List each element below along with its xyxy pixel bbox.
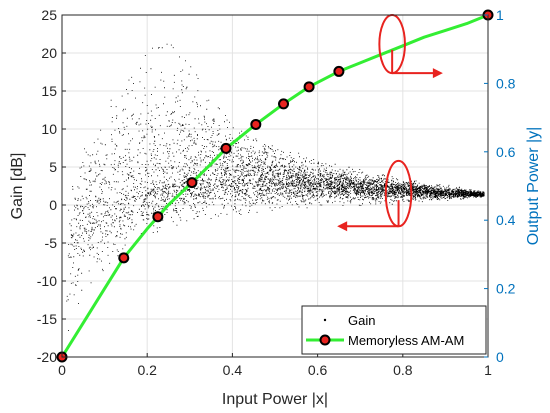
x-tick-label: 0 [58,362,66,378]
y-right-axis-ticks: 0 0.2 0.4 0.6 0.8 1 [484,7,516,365]
y-right-tick-label: 0.2 [496,281,516,297]
gain-scatter [66,43,485,331]
annotation-arrow-head [337,221,348,232]
am-am-marker [186,177,198,189]
am-am-marker [152,211,164,223]
legend-am-am-label: Memoryless AM-AM [348,333,464,348]
am-am-line [60,13,489,358]
x-axis-title: Input Power |x| [222,391,328,408]
y-left-tick-label: 15 [41,83,57,99]
y-left-axis-title: Gain [dB] [9,153,26,220]
annotation-arrow-head [432,68,443,79]
y-left-tick-label: -20 [37,349,57,365]
annotations [337,14,443,232]
x-tick-label: 0.2 [137,362,157,378]
am-am-marker [118,252,130,264]
y-left-tick-label: 0 [49,197,57,213]
y-left-tick-label: -15 [37,311,57,327]
y-right-tick-label: 1 [496,7,504,23]
x-tick-label: 1 [484,362,492,378]
y-right-tick-label: 0.8 [496,75,516,91]
y-left-tick-label: 20 [41,45,57,61]
y-left-tick-label: -10 [37,273,57,289]
legend-gain-label: Gain [348,313,375,328]
y-left-tick-label: 5 [49,159,57,175]
am-am-marker [303,81,315,93]
y-right-tick-label: 0 [496,349,504,365]
y-left-tick-label: 10 [41,121,57,137]
y-right-tick-label: 0.6 [496,144,516,160]
legend-am-am-marker [319,334,331,346]
y-right-axis-title: Output Power |y| [525,127,542,246]
legend: Gain Memoryless AM-AM [301,305,487,355]
legend-gain-marker [323,318,327,322]
y-left-tick-label: -5 [45,235,58,251]
am-am-marker [220,142,232,154]
am-am-marker [333,65,345,77]
y-left-axis-ticks: -20 -15 -10 -5 0 5 10 15 20 25 [37,7,66,365]
x-tick-label: 0.8 [393,362,413,378]
x-axis-ticks: 0 0.2 0.4 0.6 0.8 1 [58,353,492,378]
grid [61,14,489,358]
legend-box [301,305,487,355]
am-am-marker [278,98,290,110]
plot-frame [61,14,489,358]
am-am-marker [250,118,262,130]
gain-scatter-points [66,43,485,331]
y-right-tick-label: 0.4 [496,212,516,228]
x-tick-label: 0.4 [223,362,243,378]
y-left-tick-label: 25 [41,7,57,23]
x-tick-label: 0.6 [308,362,328,378]
